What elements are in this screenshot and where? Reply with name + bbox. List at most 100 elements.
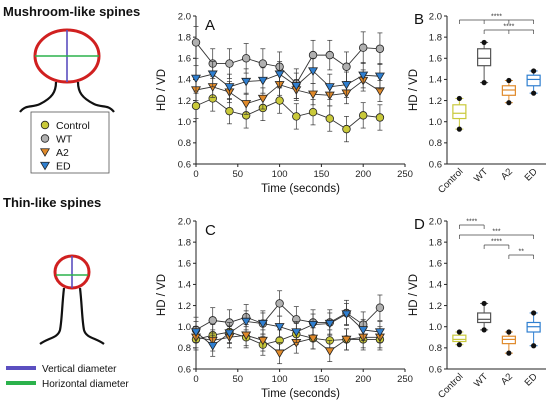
panel-a-point-control	[308, 107, 318, 117]
panel-d-significance-bracket: ****	[483, 239, 510, 249]
panel-a-y-tick-label: 1.4	[178, 75, 191, 86]
panel-b: 0.6 0.8 1.0 1.2 1.4 1.6 1.8 2.0 HD / VD B Control W…	[408, 11, 546, 196]
panel-c-x-tick-label: 150	[313, 374, 329, 385]
panel-c-y-tick-label: 0.6	[178, 364, 191, 375]
panel-a-point-control	[225, 106, 234, 116]
panel-c-point-wt	[275, 299, 284, 308]
panel-c-y-tick-label: 1.4	[178, 280, 191, 291]
panel-a-x-tick-label: 0	[193, 169, 198, 180]
panel-a-y-tick-label: 0.8	[178, 138, 191, 149]
panel-d-max-point	[456, 329, 462, 335]
panel-d-category-label-ed: ED	[523, 371, 540, 388]
panel-a-point-wt	[325, 50, 334, 60]
panel-a-point-wt	[191, 38, 201, 47]
panel-c-series-a2	[191, 324, 385, 365]
chart-layer: 0.6 0.8 1.0 1.2 1.4 1.6 1.8 2.0 HD / VD 0 50 100 150…	[156, 11, 546, 401]
panel-a-series-line-control	[195, 97, 380, 130]
panel-c-y-tick-label: 1.0	[178, 322, 191, 333]
legend-marker-a2	[40, 148, 50, 157]
panel-a-point-wt	[258, 59, 268, 68]
panel-d-min-point	[481, 327, 487, 333]
legend-marker-wt	[40, 134, 50, 143]
panel-a-point-ed	[341, 81, 352, 90]
thin-spine-neck-left	[39, 287, 66, 345]
panel-b-min-point	[506, 100, 512, 106]
panel-a-y-tick-label: 1.8	[178, 32, 191, 43]
panel-b-min-point	[481, 80, 487, 86]
panel-a-series-line-wt	[195, 42, 380, 85]
panel-b-box-body	[452, 104, 467, 120]
panel-d-significance-label: ****	[491, 239, 502, 246]
panel-c-y-axis-label: HD / VD	[156, 274, 168, 316]
panel-a-x-tick-label: 250	[397, 169, 413, 180]
panel-a-x-tick-label: 100	[272, 169, 288, 180]
panel-a-point-ed	[324, 83, 335, 92]
panel-d-max-point	[481, 300, 487, 307]
panel-a-x-tick-label: 200	[355, 169, 371, 180]
panel-a-series-line-a2	[195, 79, 381, 105]
panel-d-category-label-control: Control	[436, 371, 465, 400]
panel-b-significance-label: ****	[491, 14, 502, 21]
panel-c-point-ed	[257, 319, 268, 329]
panel-d-y-tick-label: 1.2	[429, 301, 442, 312]
panel-d-box-ed	[526, 310, 541, 349]
panel-c-letter: C	[205, 222, 216, 239]
panel-b-box-wt	[477, 39, 492, 86]
panel-c-point-ed	[341, 310, 352, 319]
panel-d-significance-label: ***	[492, 229, 500, 236]
panel-a-y-tick-label: 2.0	[178, 11, 191, 22]
panel-a-point-ed	[257, 76, 268, 86]
panel-a-point-control	[375, 113, 385, 122]
panel-d-significance-bracket: ***	[459, 229, 534, 239]
panel-a-series-wt	[191, 26, 385, 99]
panel-d-letter: D	[414, 216, 425, 233]
panel-d-y-tick-label: 1.6	[429, 259, 442, 270]
panel-a-y-axis-label: HD / VD	[156, 69, 168, 111]
panel-c-series-ed	[191, 303, 385, 357]
panel-a-point-control	[275, 96, 284, 105]
panel-d-y-axis-label: HD / VD	[408, 274, 420, 316]
panel-a-point-wt	[308, 50, 318, 60]
mushroom-spine-illustration	[19, 28, 115, 113]
panel-b-max-point	[506, 77, 512, 84]
panel-c-y-tick-label: 2.0	[178, 216, 191, 227]
panel-a-point-wt	[342, 62, 351, 71]
panel-b-category-label-a2: A2	[499, 166, 515, 182]
panel-c-y-tick-label: 1.6	[178, 259, 191, 270]
panel-c-point-ed	[191, 328, 201, 337]
panel-c-x-axis-label: Time (seconds)	[261, 388, 340, 400]
panel-c-point-a2	[324, 347, 335, 356]
panel-a-point-a2	[308, 90, 319, 100]
panel-d-box-control	[452, 329, 467, 348]
panel-b-y-tick-label: 1.4	[429, 75, 442, 86]
panel-d-min-point	[456, 342, 462, 348]
panel-b-box-body	[477, 48, 492, 67]
panel-c-series-line-wt	[195, 302, 381, 331]
panel-a-series-control	[191, 85, 385, 143]
panel-a-x-tick-label: 150	[313, 169, 329, 180]
vertical-diameter-label: Vertical diameter	[42, 364, 117, 375]
panel-a-y-tick-label: 1.0	[178, 117, 191, 128]
panel-b-significance-bracket: ****	[483, 24, 534, 34]
panel-c-series-line-ed	[195, 313, 380, 347]
legend-label-control: Control	[56, 120, 90, 132]
panel-d-y-tick-label: 0.8	[429, 343, 442, 354]
legend-marker-ed	[40, 161, 50, 171]
panel-a-point-wt	[375, 44, 385, 53]
horizontal-diameter-label: Horizontal diameter	[42, 379, 129, 390]
panel-c-point-ed	[308, 320, 319, 330]
panel-c-x-tick-label: 100	[272, 374, 288, 385]
thin-section-title: Thin-like spines	[3, 195, 101, 210]
panel-c-point-ed	[358, 326, 369, 335]
panel-a-point-control	[325, 114, 334, 123]
panel-a-point-ed	[291, 82, 302, 91]
panel-c-point-ed	[274, 323, 285, 332]
panel-a-letter: A	[205, 17, 215, 34]
panel-b-significance-label: ****	[503, 24, 514, 31]
panel-a-point-ed	[207, 70, 218, 80]
panel-d-box-body	[477, 312, 492, 324]
panel-a: 0.6 0.8 1.0 1.2 1.4 1.6 1.8 2.0 HD / VD 0 50 100 150…	[156, 11, 413, 195]
panel-c-point-a2	[274, 349, 285, 359]
panel-d-min-point	[506, 350, 512, 356]
